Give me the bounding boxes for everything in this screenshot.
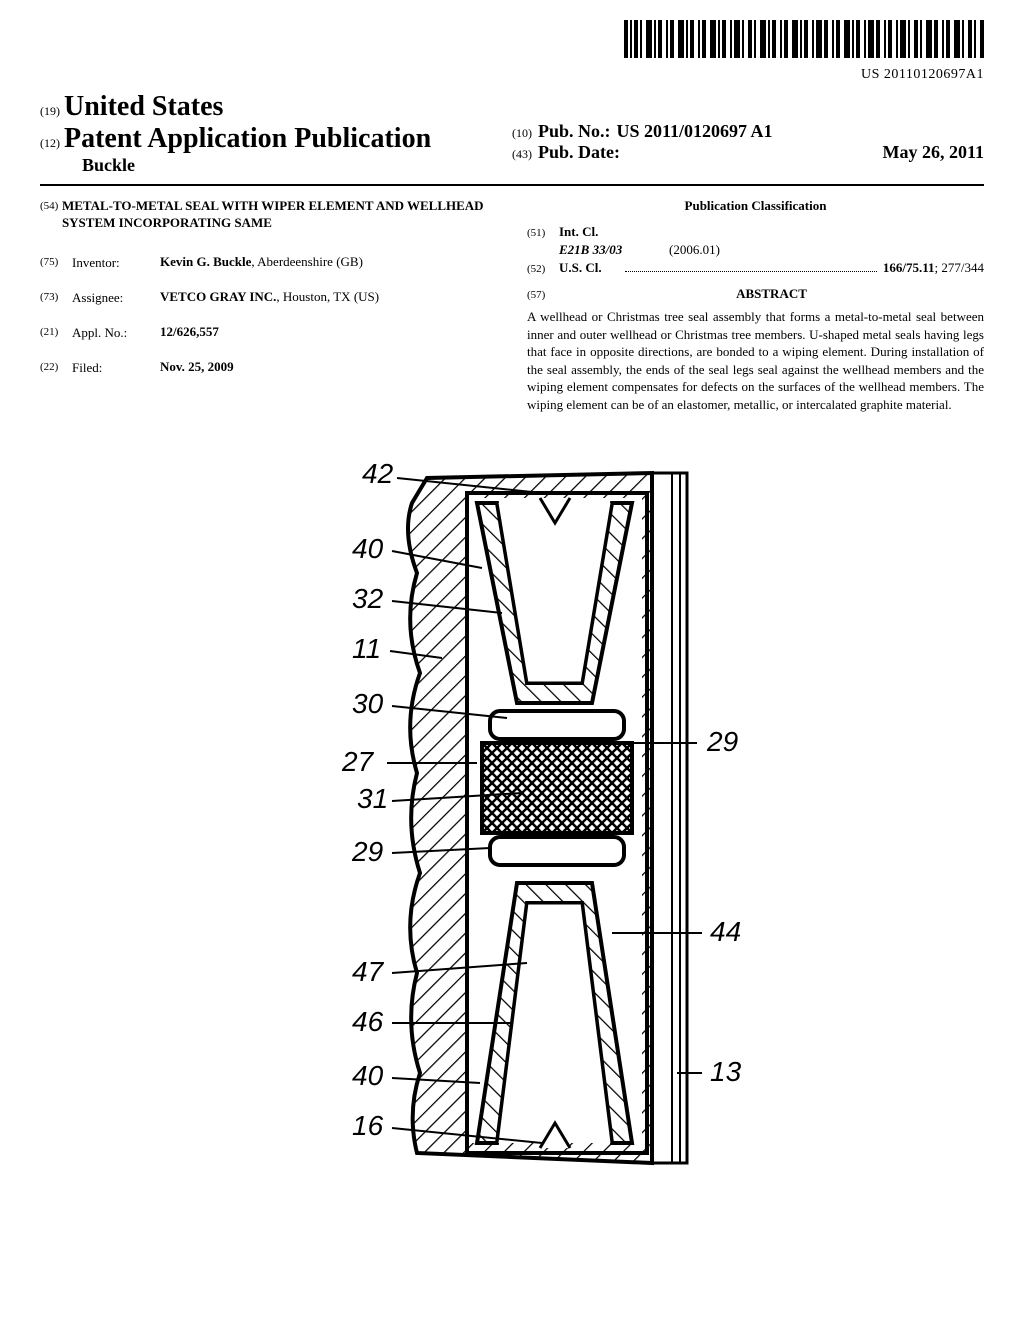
ref-31: 31 [357,783,388,814]
abstract-header: ABSTRACT [559,286,984,302]
assignee-row: (73) Assignee: VETCO GRAY INC., Houston,… [40,289,497,306]
barcode-graphic [624,20,984,58]
main-columns: (54) METAL-TO-METAL SEAL WITH WIPER ELEM… [40,198,984,413]
inventor-row: (75) Inventor: Kevin G. Buckle, Aberdeen… [40,254,497,271]
us-label: U.S. Cl. [559,260,619,276]
appl-label: Appl. No.: [72,324,160,341]
ref-13: 13 [710,1056,742,1087]
assignee-value: VETCO GRAY INC., Houston, TX (US) [160,289,497,305]
int-year: (2006.01) [669,242,720,258]
us-values-bold: 166/75.11 [883,260,935,275]
filed-value: Nov. 25, 2009 [160,359,497,375]
abstract-num: (57) [527,289,559,301]
appl-num: (21) [40,324,72,338]
ref-11: 11 [352,633,381,664]
appl-value: 12/626,557 [160,324,497,340]
pub-no-label: Pub. No.: [538,121,611,142]
ref-30: 30 [352,688,384,719]
code-19: (19) [40,104,60,118]
inventor-name: Kevin G. Buckle [160,254,251,269]
figure-container: 42 40 32 11 30 27 31 29 47 46 40 16 29 4… [40,443,984,1208]
classification-header: Publication Classification [527,198,984,214]
us-num: (52) [527,263,559,275]
assignee-loc: , Houston, TX (US) [276,289,379,304]
int-num: (51) [527,227,559,239]
us-values: 166/75.11; 277/344 [883,260,984,276]
inventor-value: Kevin G. Buckle, Aberdeenshire (GB) [160,254,497,270]
inventor-label: Inventor: [72,254,160,271]
inventor-num: (75) [40,254,72,268]
code-10: (10) [512,126,532,141]
filed-label: Filed: [72,359,160,376]
appl-row: (21) Appl. No.: 12/626,557 [40,324,497,341]
right-column: Publication Classification (51) Int. Cl.… [527,198,984,413]
barcode-section: US 20110120697A1 [40,20,984,83]
title-num: (54) [40,198,62,232]
left-column: (54) METAL-TO-METAL SEAL WITH WIPER ELEM… [40,198,497,413]
assignee-label: Assignee: [72,289,160,306]
inventor-loc: , Aberdeenshire (GB) [251,254,363,269]
barcode-text: US 20110120697A1 [40,67,984,83]
header-right: (10) Pub. No.: US 2011/0120697 A1 (43) P… [512,91,984,163]
abstract-header-row: (57) ABSTRACT [527,278,984,308]
filed-row: (22) Filed: Nov. 25, 2009 [40,359,497,376]
ref-40a: 40 [352,533,384,564]
int-cl-row: (51) Int. Cl. [527,224,984,240]
ref-32: 32 [352,583,384,614]
publication-type: Patent Application Publication [64,123,431,154]
us-values-rest: ; 277/344 [935,260,984,275]
author-surname: Buckle [82,155,512,176]
ref-27: 27 [341,746,375,777]
country: United States [64,91,223,122]
ref-42: 42 [362,458,394,489]
assignee-name: VETCO GRAY INC. [160,289,276,304]
pub-no: US 2011/0120697 A1 [617,121,773,142]
abstract-text: A wellhead or Christmas tree seal assemb… [527,308,984,413]
int-code-row: E21B 33/03 (2006.01) [527,242,984,258]
header-left: (19) United States (12) Patent Applicati… [40,91,512,176]
header-row: (19) United States (12) Patent Applicati… [40,91,984,176]
title-block: (54) METAL-TO-METAL SEAL WITH WIPER ELEM… [40,198,497,232]
int-label: Int. Cl. [559,224,619,240]
int-code: E21B 33/03 [559,242,669,258]
assignee-num: (73) [40,289,72,303]
us-cl-row: (52) U.S. Cl. 166/75.11; 277/344 [527,260,984,276]
ref-47: 47 [352,956,385,987]
pub-date: May 26, 2011 [883,142,985,163]
ref-40b: 40 [352,1060,384,1091]
ref-46: 46 [352,1006,384,1037]
ref-44: 44 [710,916,741,947]
divider [40,184,984,186]
patent-figure: 42 40 32 11 30 27 31 29 47 46 40 16 29 4… [242,443,782,1203]
ref-29b: 29 [706,726,738,757]
filed-num: (22) [40,359,72,373]
pub-date-label: Pub. Date: [538,142,620,163]
invention-title: METAL-TO-METAL SEAL WITH WIPER ELEMENT A… [62,198,497,232]
ref-29a: 29 [351,836,383,867]
ref-16: 16 [352,1110,384,1141]
code-12: (12) [40,136,60,150]
code-43: (43) [512,147,532,162]
dots [625,271,877,272]
